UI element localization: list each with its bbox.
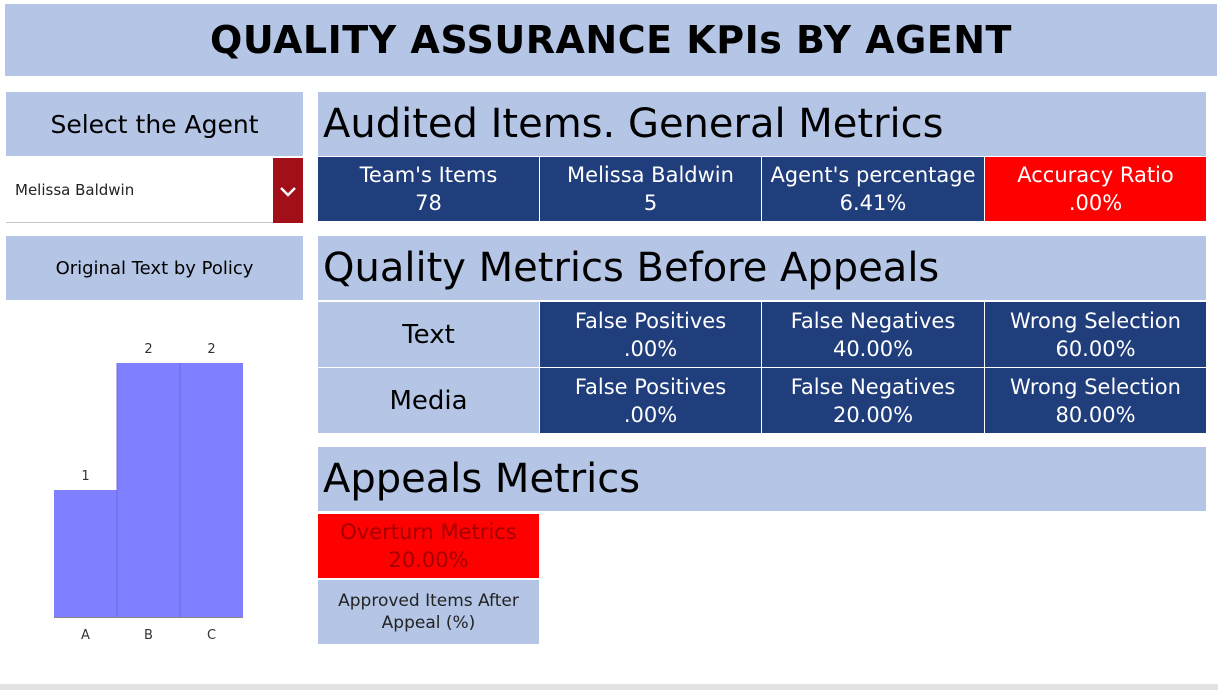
row-label: Media	[389, 385, 468, 416]
text-false-positives: False Positives .00%	[540, 302, 761, 367]
kpi-value: .00%	[623, 402, 678, 427]
agent-selector-label-box: Select the Agent	[6, 92, 303, 156]
text-wrong-selection: Wrong Selection 60.00%	[985, 302, 1206, 367]
kpi-label: False Negatives	[790, 308, 956, 333]
kpi-label: Accuracy Ratio	[1017, 163, 1174, 187]
kpi-value: .00%	[623, 336, 678, 361]
kpi-value: 5	[643, 191, 658, 215]
bottom-scroll-strip	[0, 684, 1218, 690]
kpi-value: 78	[415, 191, 442, 215]
data-label-A: 1	[81, 469, 89, 484]
appeals-section-title-text: Appeals Metrics	[323, 456, 641, 502]
kpi-value: 20.00%	[832, 402, 914, 427]
quality-section-title-text: Quality Metrics Before Appeals	[323, 245, 940, 291]
media-false-positives: False Positives .00%	[540, 368, 761, 433]
kpi-label: Overturn Metrics	[340, 520, 517, 544]
quality-row-label-media: Media	[318, 368, 539, 433]
kpi-label: Wrong Selection	[1010, 308, 1181, 333]
data-label-C: 2	[207, 342, 215, 357]
kpi-value: 80.00%	[1055, 402, 1136, 427]
kpi-label: False Positives	[574, 374, 727, 399]
policy-panel-title: Original Text by Policy	[55, 257, 254, 279]
page-title: QUALITY ASSURANCE KPIs BY AGENT	[210, 18, 1012, 62]
kpi-agent-items: Melissa Baldwin 5	[540, 157, 761, 221]
kpi-accuracy-ratio: Accuracy Ratio .00%	[985, 157, 1206, 221]
quality-section-title: Quality Metrics Before Appeals	[318, 236, 1206, 300]
audited-section-title-text: Audited Items. General Metrics	[323, 101, 944, 147]
kpi-agent-percentage: Agent's percentage 6.41%	[762, 157, 984, 221]
agent-dropdown[interactable]: Melissa Baldwin	[6, 158, 303, 223]
policy-bar-chart: 1 A 2 B 2 C	[54, 342, 243, 643]
kpi-label: Agent's percentage	[770, 163, 976, 187]
kpi-label: Melissa Baldwin	[567, 163, 734, 187]
kpi-label: Wrong Selection	[1010, 374, 1181, 399]
agent-dropdown-value: Melissa Baldwin	[15, 181, 135, 199]
overturn-metrics-card: Overturn Metrics 20.00%	[318, 514, 539, 578]
kpi-value: 6.41%	[839, 191, 907, 215]
kpi-team-items: Team's Items 78	[318, 157, 539, 221]
media-wrong-selection: Wrong Selection 80.00%	[985, 368, 1206, 433]
media-false-negatives: False Negatives 20.00%	[762, 368, 984, 433]
kpi-label: False Negatives	[790, 374, 956, 399]
bar-A	[54, 490, 117, 617]
audited-section-title: Audited Items. General Metrics	[318, 92, 1206, 156]
approved-items-label: Approved Items After Appeal (%)	[338, 591, 519, 633]
text-false-negatives: False Negatives 40.00%	[762, 302, 984, 367]
agent-selector-label: Select the Agent	[50, 109, 259, 139]
page-header: QUALITY ASSURANCE KPIs BY AGENT	[5, 4, 1217, 76]
quality-row-label-text: Text	[318, 302, 539, 367]
kpi-label: False Positives	[574, 308, 727, 333]
kpi-value: 40.00%	[832, 336, 914, 361]
data-label-B: 2	[144, 342, 152, 357]
appeals-section-title: Appeals Metrics	[318, 447, 1206, 511]
bar-C	[180, 363, 243, 617]
kpi-value: 60.00%	[1055, 336, 1136, 361]
policy-panel-title-box: Original Text by Policy	[6, 236, 303, 300]
kpi-value: .00%	[1068, 191, 1123, 215]
bar-B	[117, 363, 180, 617]
agent-dropdown-button[interactable]	[273, 158, 303, 223]
approved-items-card: Approved Items After Appeal (%)	[318, 580, 539, 644]
chevron-down-icon	[280, 186, 296, 197]
tick-label-C: C	[207, 628, 216, 643]
kpi-label: Team's Items	[359, 163, 498, 187]
tick-label-A: A	[81, 628, 90, 643]
kpi-value: 20.00%	[388, 548, 469, 572]
tick-label-B: B	[144, 628, 153, 643]
row-label: Text	[402, 319, 455, 350]
